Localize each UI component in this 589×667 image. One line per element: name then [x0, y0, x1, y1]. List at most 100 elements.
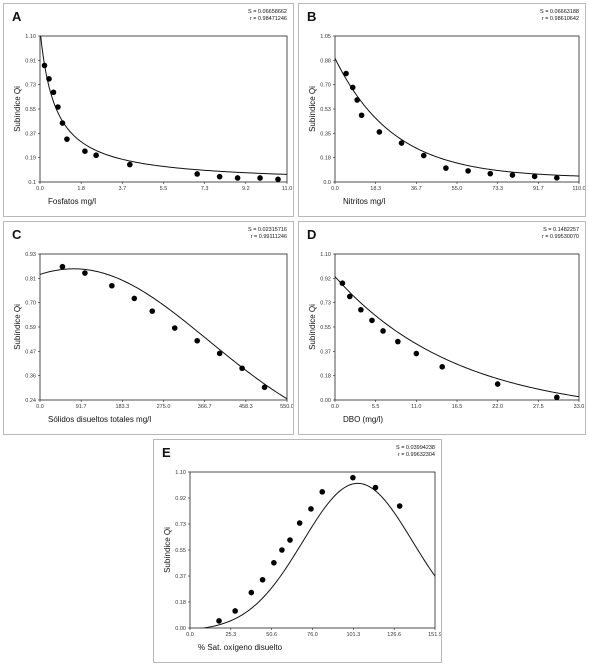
stat-1: r = 0.98610642 [542, 16, 579, 22]
chart-panel-b: B S = 0.06663188 r = 0.98610642 0.0 18.3 36.7… [298, 3, 586, 217]
stat-0: S = 0.06658662 [248, 9, 287, 15]
data-point-11 [234, 175, 241, 181]
x-tick-label-0: 0.0 [36, 404, 44, 410]
data-point-7 [93, 152, 99, 159]
data-point-10 [509, 172, 516, 178]
data-point-6 [194, 337, 200, 344]
x-tick-label-6: 151.9 [428, 632, 442, 638]
x-tick-label-1: 18.3 [370, 186, 381, 192]
data-point-0 [339, 280, 346, 286]
x-tick-label-0: 0.0 [186, 632, 194, 638]
x-tick-label-6: 33.0 [574, 404, 585, 410]
x-axis-label: DBO (mg/l) [343, 415, 383, 424]
y-tick-label-3: 0.55 [25, 107, 36, 113]
x-tick-label-6: 110.0 [572, 186, 585, 192]
plot-frame [334, 253, 580, 401]
data-point-1 [82, 270, 88, 276]
x-tick-label-4: 73.3 [492, 186, 503, 192]
x-tick-label-3: 275.0 [157, 404, 171, 410]
x-tick-label-4: 101.3 [346, 632, 360, 638]
y-tick-label-4: 0.70 [320, 83, 331, 89]
y-tick-label-0: 0.24 [25, 398, 36, 404]
y-tick-label-1: 0.18 [320, 374, 331, 380]
chart-panel-d: D S = 0.1482257 r = 0.99530070 0.0 5.5 11.0 16… [298, 221, 586, 435]
y-tick-label-0: 0.00 [175, 626, 186, 632]
chart-panel-a: A S = 0.06658662 r = 0.98471246 0.0 1.8 3.7 5.… [3, 3, 294, 217]
y-axis-label: Subíndice Qi [13, 304, 22, 350]
x-tick-label-5: 91.7 [533, 186, 544, 192]
data-point-5 [395, 338, 401, 345]
data-point-3 [55, 104, 61, 110]
data-point-4 [149, 308, 156, 314]
x-axis-label: Nitritos mg/l [343, 197, 385, 206]
data-point-7 [216, 350, 223, 357]
x-tick-label-2: 183.3 [115, 404, 129, 410]
stat-0: S = 0.1482257 [543, 227, 579, 233]
stat-1: r = 0.98471246 [250, 16, 287, 22]
x-tick-label-3: 16.5 [452, 404, 463, 410]
x-tick-label-5: 9.2 [242, 186, 250, 192]
fit-curve [199, 482, 435, 628]
data-point-8 [308, 506, 314, 512]
data-point-7 [443, 165, 449, 171]
y-tick-label-2: 0.37 [320, 349, 331, 355]
y-tick-label-6: 0.93 [25, 252, 36, 258]
data-point-2 [109, 282, 115, 289]
y-axis-label: Subíndice Qi [13, 86, 22, 132]
y-tick-label-3: 0.59 [25, 325, 36, 331]
data-point-0 [343, 70, 349, 77]
x-tick-label-2: 50.6 [266, 632, 277, 638]
x-tick-label-2: 11.0 [411, 404, 421, 410]
panel-letter: E [162, 445, 171, 460]
y-tick-label-1: 0.18 [175, 600, 186, 606]
data-point-1 [346, 293, 353, 300]
y-tick-label-0: 0.1 [28, 180, 36, 186]
data-point-0 [216, 618, 222, 624]
stat-0: S = 0.03994238 [396, 445, 435, 451]
x-tick-label-6: 550.0 [280, 404, 294, 410]
y-tick-label-4: 0.73 [175, 522, 186, 528]
y-tick-label-3: 0.55 [175, 548, 186, 554]
data-point-12 [554, 175, 560, 181]
data-point-12 [257, 175, 263, 181]
data-point-9 [554, 394, 560, 401]
data-point-11 [372, 484, 379, 491]
data-point-9 [194, 171, 200, 177]
panel-letter: A [12, 9, 22, 24]
data-point-8 [127, 161, 133, 168]
data-point-13 [275, 176, 281, 183]
x-tick-label-6: 11.0 [282, 186, 292, 192]
y-tick-label-6: 1.05 [320, 34, 331, 40]
x-tick-label-5: 458.3 [239, 404, 253, 410]
x-axis-label: % Sat. oxígeno disuelto [198, 643, 283, 652]
data-point-7 [439, 364, 446, 370]
data-point-5 [398, 140, 405, 146]
x-tick-label-5: 126.6 [387, 632, 401, 638]
y-axis-label: Subíndice Qi [308, 86, 317, 132]
chart-panel-e: E S = 0.03994238 r = 0.99632304 0.0 25.3 50.6… [153, 439, 442, 663]
panel-letter: B [307, 9, 316, 24]
panel-letter: D [307, 227, 316, 242]
data-point-4 [376, 129, 383, 135]
plot-frame [39, 35, 288, 183]
data-point-2 [50, 89, 57, 96]
plot-frame [189, 471, 436, 629]
fit-curve [335, 58, 579, 177]
data-point-3 [358, 112, 365, 119]
data-point-8 [239, 365, 245, 372]
data-point-6 [420, 152, 427, 159]
y-tick-label-0: 0.00 [320, 398, 331, 404]
x-axis-label: Fosfatos mg/l [48, 197, 96, 206]
data-point-9 [261, 384, 268, 391]
data-point-3 [259, 576, 266, 583]
x-tick-label-4: 366.7 [198, 404, 212, 410]
y-tick-label-0: 0.0 [323, 180, 331, 186]
y-axis-label: Subíndice Qi [308, 304, 317, 350]
data-point-4 [271, 559, 277, 566]
x-tick-label-0: 0.0 [36, 186, 44, 192]
x-tick-label-1: 25.3 [225, 632, 236, 638]
data-point-11 [531, 173, 538, 180]
y-tick-label-2: 0.47 [25, 349, 36, 355]
x-tick-label-1: 5.5 [372, 404, 380, 410]
data-point-5 [64, 136, 70, 142]
